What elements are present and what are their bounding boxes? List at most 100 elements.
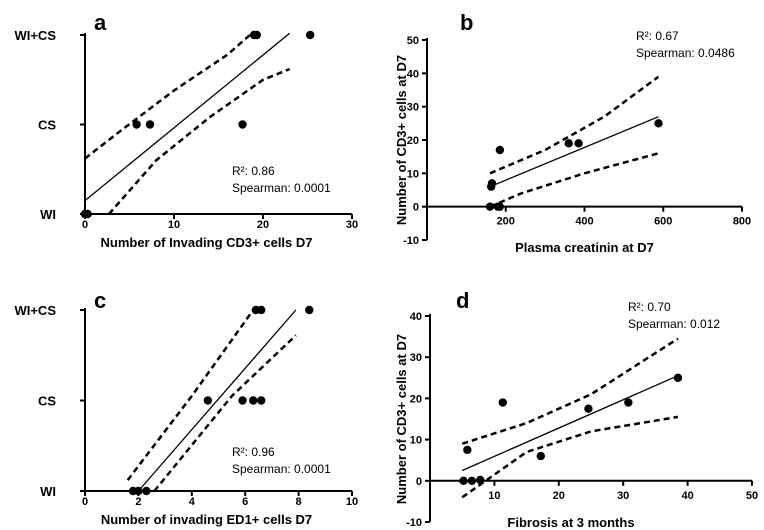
x-tick-label: 600: [654, 216, 672, 228]
x-tick-label: 40: [681, 490, 693, 502]
data-point: [564, 139, 573, 148]
x-tick-label: 800: [733, 216, 751, 228]
y-category-label: CS: [38, 394, 56, 409]
stat-annotation: R²: 0.70: [628, 300, 671, 314]
x-tick-label: 6: [242, 496, 248, 508]
data-point: [495, 202, 505, 211]
data-point: [673, 373, 683, 382]
data-point: [238, 396, 247, 405]
stat-annotation: Spearman: 0.0486: [636, 46, 735, 60]
data-point: [654, 119, 663, 128]
x-tick-label: 10: [488, 490, 500, 502]
y-axis-title: Number of CD3+ cells at D7: [394, 334, 409, 504]
data-point: [252, 30, 261, 40]
data-point: [203, 396, 213, 405]
data-point: [476, 475, 485, 485]
data-point: [249, 396, 258, 405]
x-tick-label: 0: [82, 496, 88, 508]
data-point: [257, 396, 266, 405]
stat-annotation: R²: 0.86: [232, 164, 275, 178]
ci-upper-line: [84, 30, 255, 160]
y-tick-label: 0: [416, 476, 422, 488]
x-axis-title: Number of Invading CD3+ cells D7: [100, 235, 312, 250]
regression-line: [461, 375, 679, 472]
data-point: [498, 398, 507, 407]
ci-lower-line: [108, 67, 291, 215]
panel-c: c WI CS WI+CS 0 2 4 6 8 10 Number of invading ED1+…: [14, 288, 358, 527]
x-tick-label: 400: [575, 216, 593, 228]
data-point: [495, 145, 505, 155]
y-category-label: WI+CS: [14, 303, 56, 318]
data-point: [305, 30, 315, 40]
y-category-label: CS: [38, 118, 56, 133]
y-tick-label: 0: [413, 202, 419, 214]
data-point: [238, 120, 247, 129]
data-point: [624, 398, 633, 407]
y-tick-label: 20: [407, 135, 419, 147]
y-category-label: WI: [40, 484, 56, 499]
x-tick-label: 4: [189, 496, 196, 508]
x-tick-label: 10: [168, 219, 180, 231]
data-point: [584, 404, 593, 413]
data-point: [536, 451, 545, 461]
y-tick-label: 20: [410, 393, 422, 405]
x-tick-label: 20: [553, 490, 565, 502]
y-tick-label: -10: [406, 517, 422, 529]
panel-a: a WI CS WI+CS 0 10 20 30 Number of Invading CD3+…: [14, 10, 358, 250]
y-tick-label: 30: [410, 352, 422, 364]
stat-annotation: R²: 0.67: [636, 29, 679, 43]
x-tick-label: 2: [135, 496, 141, 508]
x-axis-title: Number of invading ED1+ cells D7: [101, 512, 312, 527]
x-tick-label: 0: [82, 219, 88, 231]
regression-line: [137, 309, 297, 492]
ci-upper-line: [461, 337, 679, 445]
x-axis-title: Plasma creatinin at D7: [515, 240, 654, 255]
data-point: [132, 120, 141, 129]
panel-letter-a: a: [94, 10, 107, 35]
regression-line: [84, 32, 291, 202]
data-point: [463, 445, 472, 455]
y-tick-label: 50: [407, 35, 419, 47]
panel-letter-d: d: [456, 288, 469, 313]
data-point: [142, 486, 151, 496]
x-tick-label: 50: [746, 490, 758, 502]
stat-annotation: Spearman: 0.0001: [232, 462, 331, 476]
y-category-label: WI+CS: [14, 28, 56, 43]
x-tick-label: 10: [346, 496, 358, 508]
regression-line: [489, 116, 659, 188]
ci-lower-line: [461, 415, 679, 499]
data-point: [83, 209, 92, 219]
data-point: [574, 139, 583, 148]
data-point: [459, 476, 468, 485]
panel-d: d -10 0 10 20 30 40 10 20 30 40 50 Fibrosis at 3 mon…: [394, 288, 758, 530]
data-point: [305, 305, 314, 315]
stat-annotation: Spearman: 0.0001: [232, 181, 331, 195]
ci-upper-line: [489, 75, 660, 175]
x-tick-label: 200: [497, 216, 515, 228]
y-tick-label: 10: [407, 168, 419, 180]
ci-upper-line: [126, 309, 255, 481]
y-tick-label: 10: [410, 435, 422, 447]
x-tick-label: 30: [346, 219, 358, 231]
ci-lower-line: [489, 152, 659, 208]
stat-annotation: Spearman: 0.012: [628, 317, 720, 331]
x-axis-title: Fibrosis at 3 months: [507, 515, 634, 530]
data-point: [485, 202, 495, 211]
panel-letter-c: c: [94, 288, 106, 313]
x-tick-label: 8: [296, 496, 302, 508]
data-point: [257, 305, 266, 315]
panel-b: b -10 0 10 20 30 40 50 200 400 600 800 Plasma creati…: [394, 10, 751, 255]
y-category-label: WI: [40, 207, 56, 222]
y-axis-title: Number of CD3+ cells at D7: [394, 55, 409, 225]
stat-annotation: R²: 0.96: [232, 445, 275, 459]
data-point: [487, 179, 497, 188]
data-point: [467, 476, 477, 485]
ci-lower-line: [153, 334, 297, 492]
panel-letter-b: b: [460, 10, 473, 35]
y-tick-label: -10: [403, 235, 419, 247]
y-tick-label: 40: [410, 311, 422, 323]
data-point: [145, 120, 155, 129]
data-point: [134, 486, 143, 496]
x-tick-label: 30: [617, 490, 629, 502]
